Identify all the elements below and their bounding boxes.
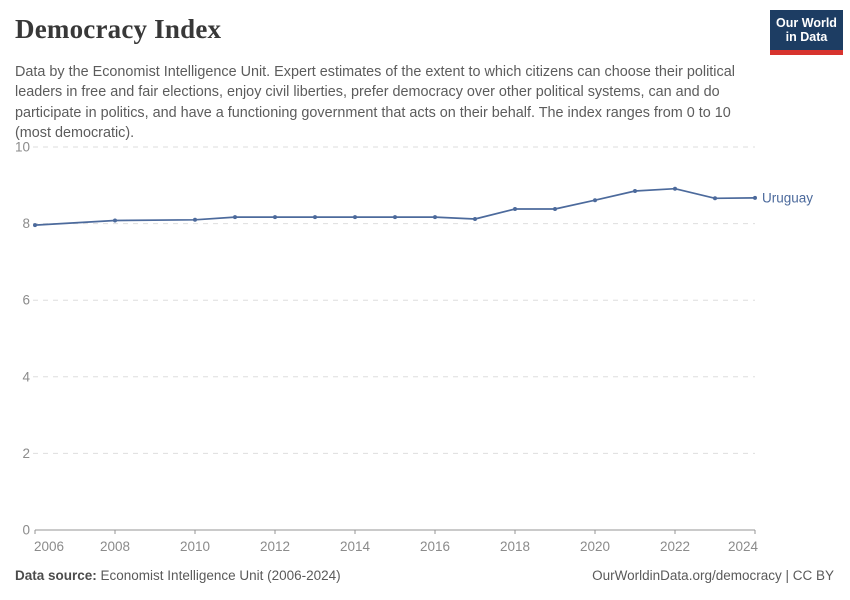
data-point-uruguay-2023[interactable] bbox=[713, 196, 717, 201]
data-point-uruguay-2008[interactable] bbox=[113, 218, 117, 223]
data-point-uruguay-2017[interactable] bbox=[473, 217, 477, 221]
series-end-label-uruguay[interactable]: Uruguay bbox=[762, 190, 813, 205]
owid-logo-line1: Our World bbox=[776, 16, 837, 30]
data-point-uruguay-2010[interactable] bbox=[193, 217, 197, 222]
y-axis-label-2: 2 bbox=[22, 446, 30, 461]
y-axis-label-10: 10 bbox=[15, 140, 30, 155]
data-point-uruguay-2019[interactable] bbox=[553, 207, 557, 211]
data-point-uruguay-2020[interactable] bbox=[593, 198, 597, 203]
x-axis-label-2022: 2022 bbox=[660, 539, 690, 554]
chart-subtitle: Data by the Economist Intelligence Unit.… bbox=[15, 64, 735, 142]
x-axis-label-2020: 2020 bbox=[580, 539, 610, 554]
data-point-uruguay-2011[interactable] bbox=[233, 215, 237, 220]
credit-link[interactable]: OurWorldinData.org/democracy | CC BY bbox=[592, 568, 834, 583]
x-axis-label-2014: 2014 bbox=[340, 539, 371, 554]
data-point-uruguay-2021[interactable] bbox=[633, 189, 637, 193]
owid-logo-line2: in Data bbox=[785, 30, 828, 44]
data-point-uruguay-2015[interactable] bbox=[393, 215, 397, 220]
x-axis-label-2010: 2010 bbox=[180, 539, 210, 554]
trend-line-uruguay[interactable] bbox=[34, 187, 756, 226]
data-point-uruguay-2022[interactable] bbox=[673, 186, 677, 191]
data-source-text: Economist Intelligence Unit (2006-2024) bbox=[96, 568, 341, 583]
data-point-uruguay-2013[interactable] bbox=[313, 215, 317, 220]
y-axis-label-0: 0 bbox=[22, 523, 30, 538]
data-point-uruguay-2024[interactable] bbox=[753, 195, 757, 200]
x-axis-label-2012: 2012 bbox=[260, 539, 290, 554]
data-point-uruguay-2014[interactable] bbox=[353, 215, 357, 220]
data-point-uruguay-2012[interactable] bbox=[273, 215, 277, 220]
page-title: Democracy Index bbox=[15, 14, 222, 44]
x-axis-label-2008: 2008 bbox=[100, 539, 130, 554]
x-axis-label-2016: 2016 bbox=[420, 539, 450, 554]
y-axis-label-6: 6 bbox=[22, 293, 30, 308]
data-source-label: Data source: bbox=[15, 568, 97, 583]
data-point-uruguay-2018[interactable] bbox=[513, 207, 517, 211]
x-axis-label-2006: 2006 bbox=[34, 539, 64, 554]
data-point-uruguay-2006[interactable] bbox=[33, 223, 37, 228]
data-point-uruguay-2016[interactable] bbox=[433, 215, 437, 220]
data-source-note: Data source: Economist Intelligence Unit… bbox=[15, 568, 341, 583]
chart-footer: Data source: Economist Intelligence Unit… bbox=[15, 568, 834, 583]
x-axis-label-2018: 2018 bbox=[500, 539, 530, 554]
y-axis-label-4: 4 bbox=[22, 369, 30, 384]
x-axis-label-2024: 2024 bbox=[728, 539, 759, 554]
owid-logo[interactable]: Our World in Data bbox=[770, 10, 843, 55]
y-axis-label-8: 8 bbox=[22, 216, 30, 231]
